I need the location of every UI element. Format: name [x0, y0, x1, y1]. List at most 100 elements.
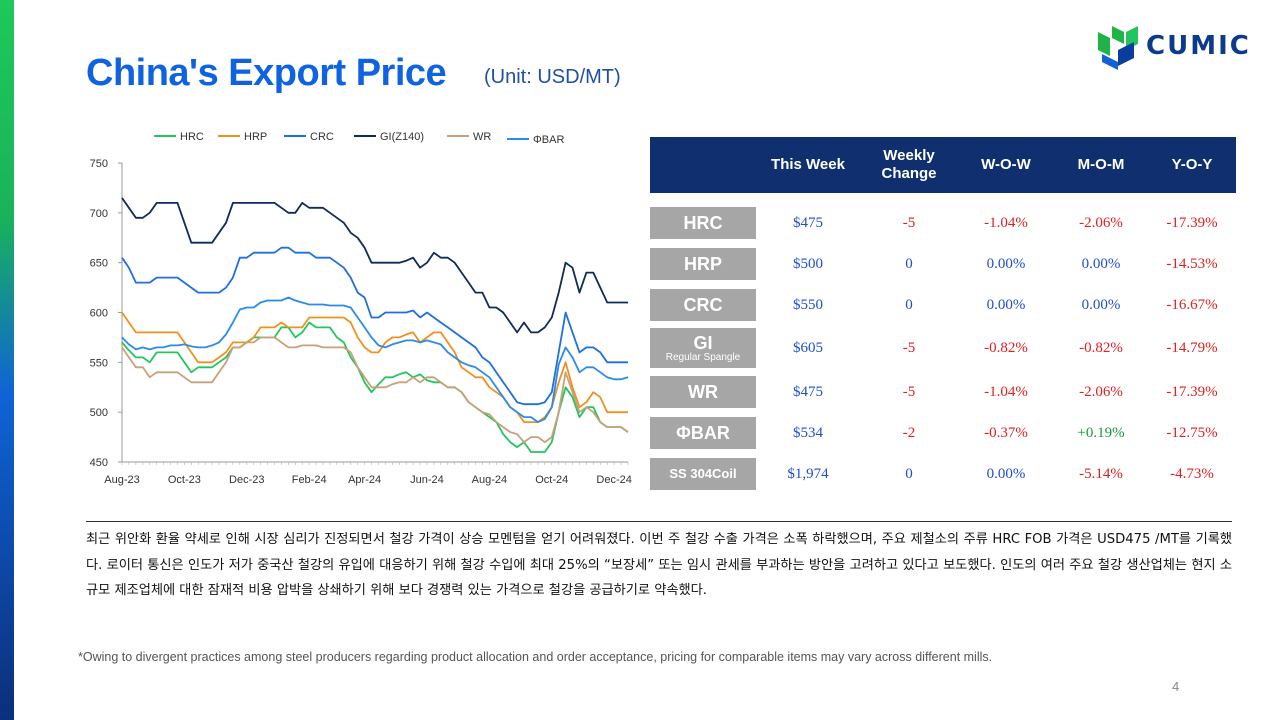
table-row: HRP $500 0 0.00% 0.00% -14.53% — [650, 248, 1236, 280]
weekly-change-cell: 0 — [905, 296, 913, 313]
mom-cell: -5.14% — [1079, 465, 1123, 482]
table-header-cell: M-O-M — [1077, 156, 1125, 173]
weekly-change-cell: -2 — [902, 424, 916, 441]
weekly-change-cell: 0 — [905, 255, 913, 272]
table-row: HRC $475 -5 -1.04% -2.06% -17.39% — [650, 207, 1236, 239]
logo-text: CUMIC — [1146, 31, 1251, 61]
table-row: WR $475 -5 -1.04% -2.06% -17.39% — [650, 376, 1236, 408]
x-tick-label: Jun-24 — [410, 474, 444, 486]
legend-label: ΦBAR — [533, 134, 564, 146]
row-label: GI Regular Spangle — [650, 328, 756, 368]
row-label: WR — [650, 376, 756, 408]
mom-cell: 0.00% — [1081, 255, 1121, 272]
table-header-cell: This Week — [771, 156, 845, 173]
mom-cell: +0.19% — [1077, 424, 1125, 441]
row-label-text: HRP — [683, 254, 722, 274]
divider — [86, 521, 1232, 522]
table-row: SS 304Coil $1,974 0 0.00% -5.14% -4.73% — [650, 458, 1236, 490]
row-label-text: SS 304Coil — [669, 466, 737, 481]
row-label-text: HRC — [683, 213, 723, 233]
row-label: SS 304Coil — [650, 458, 756, 490]
wow-cell: 0.00% — [986, 255, 1026, 272]
table-row: CRC $550 0 0.00% 0.00% -16.67% — [650, 289, 1236, 321]
wow-cell: 0.00% — [986, 296, 1026, 313]
x-tick-label: Dec-24 — [596, 474, 631, 486]
row-label: HRP — [650, 248, 756, 280]
y-tick-label: 550 — [90, 357, 108, 369]
yoy-cell: -17.39% — [1166, 214, 1218, 231]
table-header-cell: W-O-W — [981, 156, 1031, 173]
unit-label: (Unit: USD/MT) — [484, 66, 621, 88]
mom-cell: -0.82% — [1079, 339, 1123, 356]
row-label-text: GI — [693, 332, 713, 353]
row-label: CRC — [650, 289, 756, 321]
mom-cell: -2.06% — [1079, 214, 1123, 231]
side-accent-bar — [0, 0, 14, 720]
page-number: 4 — [1172, 679, 1180, 694]
legend-label: WR — [473, 131, 491, 143]
x-tick-label: Feb-24 — [292, 474, 327, 486]
row-label: ΦBAR — [650, 417, 756, 449]
this-week-cell: $605 — [793, 339, 823, 356]
wow-cell: -1.04% — [984, 214, 1028, 231]
footnote: *Owing to divergent practices among stee… — [78, 650, 993, 664]
row-label-text: ΦBAR — [676, 423, 730, 443]
mom-cell: -2.06% — [1079, 383, 1123, 400]
x-tick-label: Dec-23 — [229, 474, 264, 486]
x-tick-label: Aug-24 — [472, 474, 507, 486]
weekly-change-cell: -5 — [902, 383, 916, 400]
x-tick-label: Apr-24 — [348, 474, 381, 486]
commentary-paragraph: 최근 위안화 환율 약세로 인해 시장 심리가 진정되면서 철강 가격이 상승 … — [86, 532, 1232, 598]
row-label-text: WR — [688, 382, 718, 402]
series-line-hrp — [121, 311, 628, 424]
y-tick-label: 750 — [90, 158, 108, 170]
y-tick-label: 600 — [90, 308, 108, 320]
weekly-change-cell: 0 — [905, 465, 913, 482]
series-line--bar — [121, 296, 629, 424]
yoy-cell: -12.75% — [1166, 424, 1218, 441]
y-tick-label: 650 — [90, 258, 108, 270]
legend-label: CRC — [310, 131, 334, 143]
row-label-text: CRC — [683, 295, 723, 315]
mom-cell: 0.00% — [1081, 296, 1121, 313]
weekly-change-cell: -5 — [902, 339, 916, 356]
weekly-change-cell: -5 — [902, 214, 916, 231]
cumic-logo-icon — [1098, 26, 1138, 70]
yoy-cell: -14.53% — [1166, 255, 1218, 272]
series-line-hrc — [121, 321, 629, 453]
cumic-logo: CUMIC — [1096, 20, 1266, 72]
wow-cell: -0.37% — [984, 424, 1028, 441]
export-price-chart: 450 500 550 600 650 700 750 Aug-23 Oct-23 Dec-23 F… — [90, 131, 632, 486]
y-tick-label: 500 — [90, 407, 108, 419]
legend-label: HRP — [244, 131, 267, 143]
yoy-cell: -14.79% — [1166, 339, 1218, 356]
y-tick-label: 450 — [90, 457, 108, 469]
yoy-cell: -16.67% — [1166, 296, 1218, 313]
x-tick-label: Aug-23 — [104, 474, 139, 486]
this-week-cell: $534 — [793, 424, 823, 441]
this-week-cell: $1,974 — [787, 465, 829, 482]
yoy-cell: -4.73% — [1170, 465, 1214, 482]
table-header: This Week Weekly Change W-O-W M-O-M Y-O-… — [650, 137, 1236, 193]
series-line-wr — [121, 336, 629, 444]
table-header-cell: Weekly Change — [881, 147, 937, 182]
wow-cell: -1.04% — [984, 383, 1028, 400]
y-tick-label: 700 — [90, 208, 108, 220]
table-header-cell: Y-O-Y — [1171, 156, 1213, 173]
yoy-cell: -17.39% — [1166, 383, 1218, 400]
legend-label: GI(Z140) — [380, 131, 424, 143]
this-week-cell: $500 — [793, 255, 823, 272]
page-title: China's Export Price — [86, 52, 447, 94]
table-row: ΦBAR $534 -2 -0.37% +0.19% -12.75% — [650, 417, 1236, 449]
table-row: GI Regular Spangle $605 -5 -0.82% -0.82% -14.7… — [650, 328, 1236, 368]
wow-cell: -0.82% — [984, 339, 1028, 356]
this-week-cell: $550 — [793, 296, 823, 313]
x-tick-label: Oct-23 — [168, 474, 201, 486]
row-label: HRC — [650, 207, 756, 239]
legend-label: HRC — [180, 131, 204, 143]
x-tick-label: Oct-24 — [535, 474, 568, 486]
row-label-subtext: Regular Spangle — [665, 351, 741, 363]
this-week-cell: $475 — [793, 214, 823, 231]
wow-cell: 0.00% — [986, 465, 1026, 482]
series-line-gi-z140- — [121, 197, 628, 334]
